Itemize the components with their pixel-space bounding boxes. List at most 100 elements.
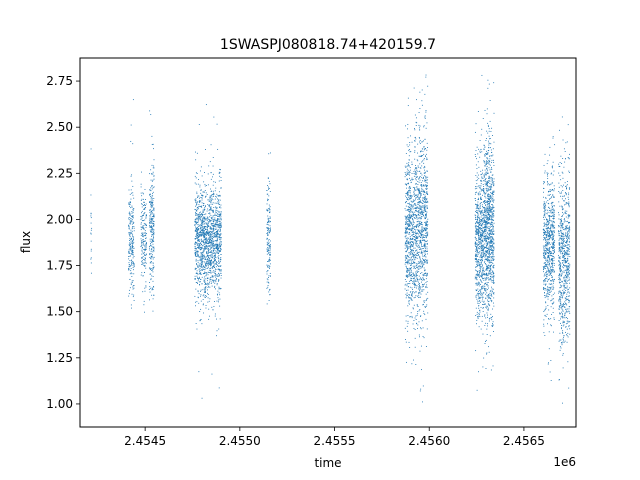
data-point: [415, 230, 416, 232]
data-point: [149, 273, 151, 275]
data-point: [153, 165, 155, 167]
data-point: [423, 245, 425, 247]
data-point: [149, 249, 151, 251]
data-point: [421, 212, 423, 214]
data-point: [480, 255, 482, 257]
data-point: [145, 254, 147, 256]
data-point: [407, 179, 409, 181]
data-point: [131, 232, 133, 234]
data-point: [409, 294, 411, 296]
data-point: [427, 147, 429, 148]
data-point: [151, 180, 153, 182]
data-point: [153, 233, 155, 235]
data-point: [483, 176, 485, 178]
data-point: [423, 191, 425, 192]
data-point: [130, 207, 132, 209]
data-point: [151, 227, 153, 229]
data-point: [420, 345, 422, 347]
data-point: [425, 175, 427, 177]
data-point: [413, 253, 415, 255]
data-point: [489, 228, 491, 230]
data-point: [198, 293, 200, 295]
data-point: [204, 290, 206, 292]
data-point: [206, 251, 208, 252]
data-point: [269, 245, 270, 247]
data-point: [493, 259, 495, 261]
data-point: [481, 173, 483, 175]
data-point: [200, 300, 202, 302]
data-point: [407, 320, 409, 322]
data-point: [153, 236, 154, 238]
data-point: [491, 262, 493, 263]
data-point: [415, 275, 417, 276]
data-point: [482, 118, 484, 119]
data-point: [482, 227, 484, 229]
data-point: [405, 262, 407, 264]
data-point: [407, 269, 409, 271]
data-point: [145, 217, 147, 219]
data-point: [405, 245, 407, 247]
data-point: [414, 128, 415, 129]
data-point: [208, 200, 210, 202]
data-point: [486, 218, 488, 220]
data-point: [198, 264, 200, 266]
data-point: [207, 223, 209, 225]
data-point: [486, 277, 488, 279]
data-point: [150, 199, 152, 201]
data-point: [425, 223, 427, 225]
data-point: [412, 228, 414, 230]
data-point: [142, 205, 144, 207]
data-point: [406, 172, 408, 174]
data-point: [479, 272, 480, 274]
data-point: [198, 214, 200, 216]
data-point: [131, 261, 133, 263]
data-point: [152, 251, 154, 253]
data-point: [205, 261, 207, 263]
data-point: [207, 248, 209, 250]
data-point: [426, 179, 428, 181]
data-point: [207, 258, 209, 260]
data-point: [140, 274, 142, 276]
data-point: [417, 207, 419, 209]
data-point: [422, 284, 424, 285]
data-point: [414, 129, 416, 131]
data-point: [151, 226, 153, 228]
data-point: [206, 246, 208, 248]
data-point: [486, 206, 488, 208]
data-point: [210, 203, 212, 205]
data-point: [492, 252, 494, 254]
data-point: [141, 215, 143, 217]
data-point: [218, 288, 220, 290]
data-point: [405, 283, 407, 285]
data-point: [410, 253, 411, 255]
data-point: [405, 230, 407, 232]
data-point: [213, 250, 214, 252]
data-point: [485, 171, 487, 173]
data-point: [216, 246, 218, 248]
data-point: [493, 242, 495, 244]
data-point: [491, 300, 493, 302]
data-point: [406, 192, 408, 193]
data-point: [149, 189, 151, 191]
data-point: [484, 259, 486, 261]
data-point: [420, 217, 422, 219]
data-point: [217, 238, 219, 240]
data-point: [199, 197, 200, 199]
data-point: [153, 148, 154, 150]
data-point: [152, 267, 154, 269]
data-point: [406, 242, 408, 244]
data-point: [415, 210, 416, 212]
data-point: [200, 294, 202, 296]
data-point: [418, 170, 420, 172]
data-point: [413, 239, 415, 241]
data-point: [481, 274, 483, 276]
data-point: [197, 253, 199, 255]
data-point: [144, 208, 146, 209]
data-point: [215, 274, 217, 276]
data-point: [266, 264, 268, 266]
data-point: [410, 299, 412, 301]
data-point: [484, 285, 486, 287]
data-point: [491, 257, 493, 258]
data-point: [414, 146, 416, 148]
data-point: [417, 199, 419, 200]
